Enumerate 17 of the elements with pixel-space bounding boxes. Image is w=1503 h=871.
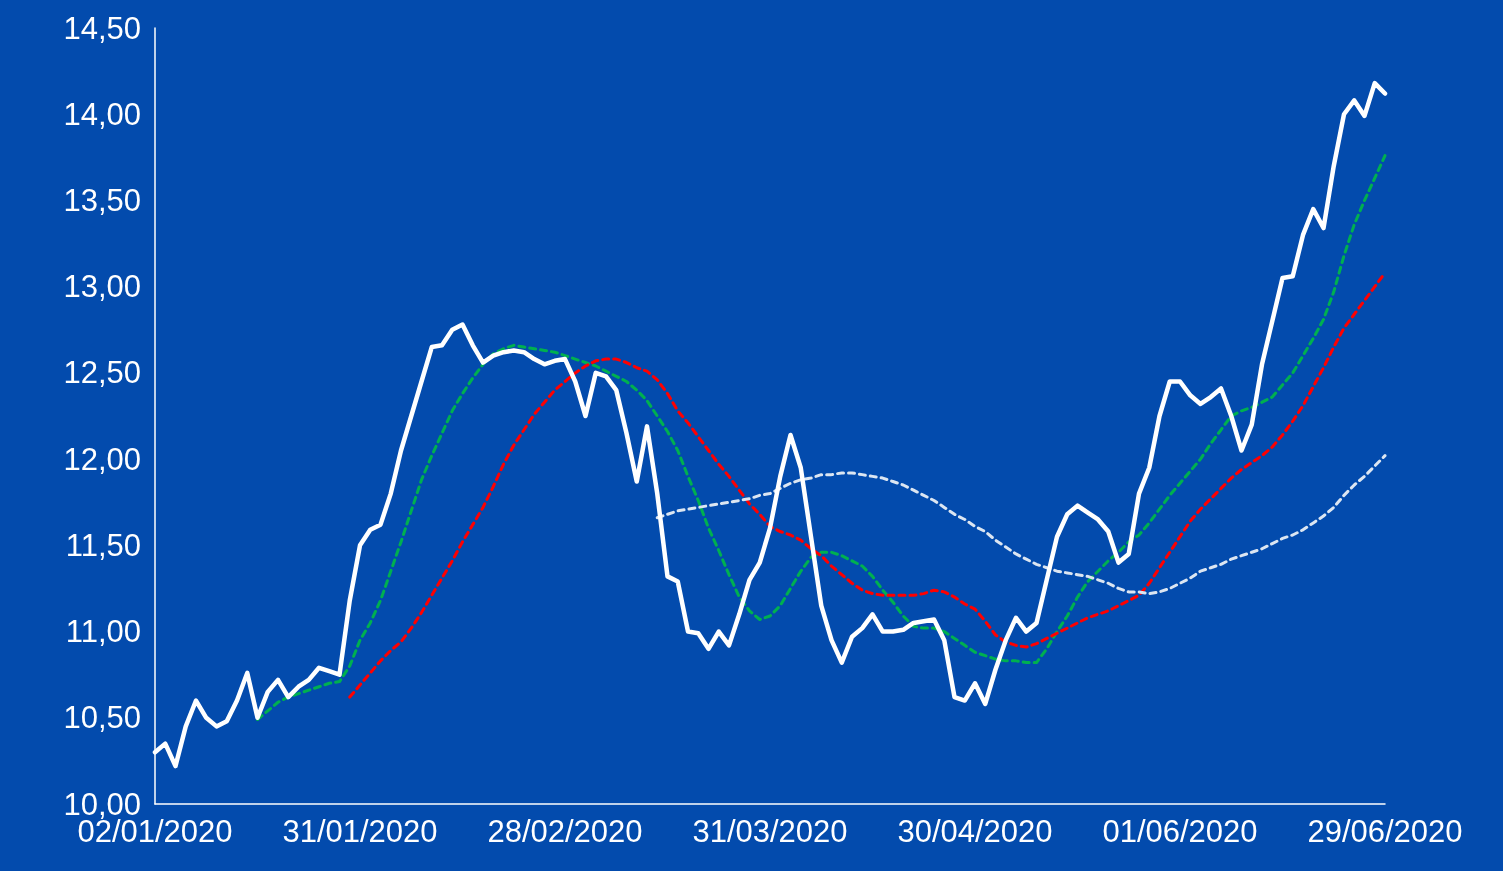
y-tick-label: 10,50 [63,700,141,736]
line-series [256,154,1387,721]
x-tick-label: 31/01/2020 [282,814,438,849]
x-tick-label: 29/06/2020 [1307,814,1463,849]
line-series [655,454,1387,596]
y-tick-label: 14,00 [63,96,141,132]
x-tick-label: 28/02/2020 [487,814,643,849]
x-tick-label: 31/03/2020 [692,814,848,849]
y-tick-label: 13,00 [63,269,141,305]
y-tick-label: 14,50 [63,10,141,46]
x-tick-label: 30/04/2020 [897,814,1053,849]
y-tick-label: 12,00 [63,441,141,477]
y-tick-label: 13,50 [63,182,141,218]
x-tick-label: 01/06/2020 [1102,814,1258,849]
y-tick-label: 12,50 [63,355,141,391]
y-tick-label: 11,00 [65,614,141,650]
y-tick-label: 11,50 [65,527,141,563]
